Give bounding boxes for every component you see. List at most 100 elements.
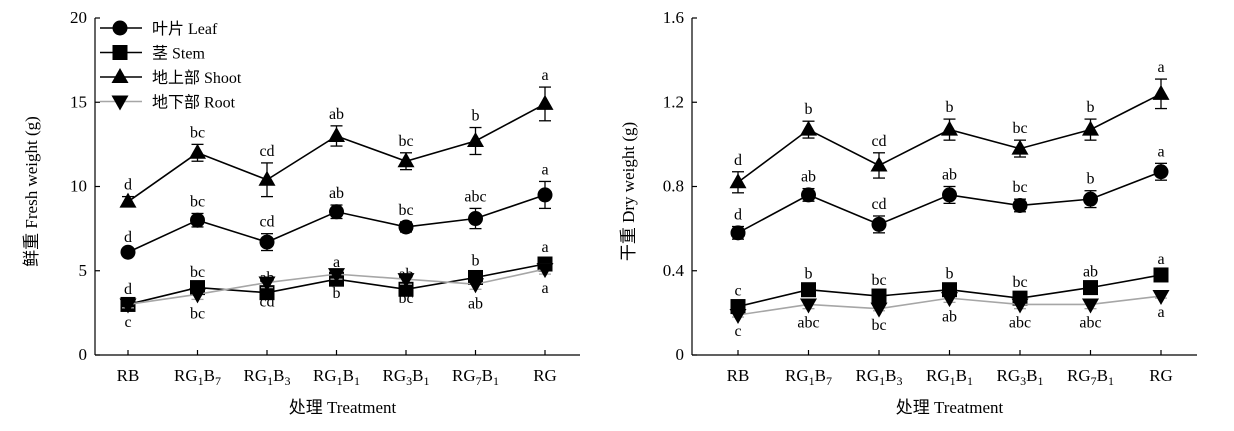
data-point (800, 298, 817, 314)
significance-letter: ab (329, 106, 344, 123)
significance-letter: a (1157, 304, 1164, 321)
x-tick-label: RG7B1 (452, 366, 499, 388)
series-3: c abc bc ab abc abc a (729, 290, 1170, 340)
data-point (870, 156, 888, 172)
significance-letter: a (1157, 251, 1164, 268)
significance-letter: d (124, 177, 132, 194)
data-point (258, 276, 276, 292)
y-tick-label: 5 (79, 261, 88, 280)
significance-letter: ab (942, 308, 957, 325)
significance-letter: a (1157, 59, 1164, 76)
data-point (870, 302, 888, 318)
significance-letter: a (541, 280, 548, 297)
significance-letter: cd (259, 143, 274, 160)
data-point (119, 298, 137, 314)
significance-letter: bc (190, 305, 205, 322)
y-axis-title: 鲜重 Fresh weight (g) (22, 116, 41, 267)
significance-letter: cd (259, 294, 274, 311)
data-point (1153, 164, 1169, 180)
significance-letter: ab (942, 167, 957, 184)
significance-letter: b (472, 252, 480, 269)
y-tick-label: 0 (79, 345, 88, 364)
significance-letter: bc (1012, 120, 1027, 137)
significance-letter: abc (464, 188, 486, 205)
data-point (397, 152, 415, 168)
significance-letter: a (541, 161, 548, 178)
legend-marker (111, 68, 129, 83)
x-tick-label: RG1B7 (174, 366, 221, 388)
series-0: d bc cd ab bc abc a (120, 161, 553, 260)
significance-letter: bc (871, 317, 886, 334)
x-tick-label: RB (117, 366, 140, 385)
legend-label: 茎 Stem (152, 45, 205, 63)
significance-letter: bc (190, 124, 205, 141)
significance-letter: ab (468, 295, 483, 312)
significance-letter: ab (801, 169, 816, 186)
data-point (120, 244, 136, 260)
data-point (536, 263, 554, 279)
legend-marker (111, 95, 129, 111)
data-point (398, 281, 414, 297)
data-point (328, 268, 345, 284)
data-point (1152, 84, 1170, 100)
data-point (190, 212, 205, 228)
data-point (537, 187, 553, 203)
x-tick-label: RG1B3 (244, 366, 291, 388)
series-3: c bc cd b bc ab a (119, 263, 554, 331)
data-point (800, 120, 817, 136)
significance-letter: bc (398, 202, 413, 219)
significance-letter: bc (1012, 179, 1027, 196)
data-point (467, 132, 484, 148)
significance-letter: a (541, 239, 548, 256)
data-point (801, 282, 816, 298)
significance-letter: d (734, 152, 742, 169)
significance-letter: cd (259, 214, 274, 231)
x-tick-label: RG (1149, 366, 1173, 385)
significance-letter: b (1087, 99, 1095, 116)
y-tick-label: 0.8 (663, 177, 684, 196)
data-point (1011, 298, 1029, 314)
significance-letter: d (124, 229, 132, 246)
legend-label: 地下部 Root (152, 94, 236, 112)
x-tick-label: RB (727, 366, 750, 385)
series-0: d ab cd ab bc b a (730, 143, 1169, 241)
data-point (729, 308, 747, 324)
fresh-weight-chart: 0 5 10 15 20 RB RG1B7 RG1B3 RG1B1 RG3B1 RG7B1 RG 处理 … (22, 8, 580, 417)
series-2: d b cd b bc b a (729, 59, 1170, 194)
significance-letter: d (734, 207, 742, 224)
significance-letter: abc (1009, 315, 1031, 332)
data-point (468, 211, 483, 227)
legend-label: 叶片 Leaf (152, 20, 218, 38)
significance-letter: bc (398, 290, 413, 307)
y-tick-label: 15 (70, 92, 87, 111)
significance-letter: a (1157, 143, 1164, 160)
data-point (941, 292, 958, 308)
data-point (730, 225, 746, 241)
y-tick-label: 20 (70, 8, 87, 27)
data-point (871, 216, 887, 232)
x-axis-title: 处理 Treatment (289, 398, 397, 417)
significance-letter: b (805, 101, 813, 118)
x-axis-title: 处理 Treatment (896, 398, 1004, 417)
data-point (801, 187, 816, 203)
data-point (397, 273, 415, 289)
data-point (258, 170, 276, 186)
significance-letter: c (124, 314, 131, 331)
y-tick-label: 1.2 (663, 92, 684, 111)
data-point (1082, 298, 1099, 314)
x-tick-label: RG1B1 (313, 366, 360, 388)
data-point (189, 143, 206, 159)
significance-letter: a (541, 67, 548, 84)
significance-letter: d (124, 281, 132, 298)
data-point (1083, 191, 1098, 207)
data-point (398, 219, 414, 235)
significance-letter: abc (797, 315, 819, 332)
significance-letter: b (333, 285, 341, 302)
data-point (189, 288, 206, 304)
data-point (329, 204, 344, 220)
data-point (1082, 120, 1099, 136)
data-point (259, 285, 275, 301)
y-tick-label: 0 (676, 345, 685, 364)
significance-letter: c (734, 282, 741, 299)
